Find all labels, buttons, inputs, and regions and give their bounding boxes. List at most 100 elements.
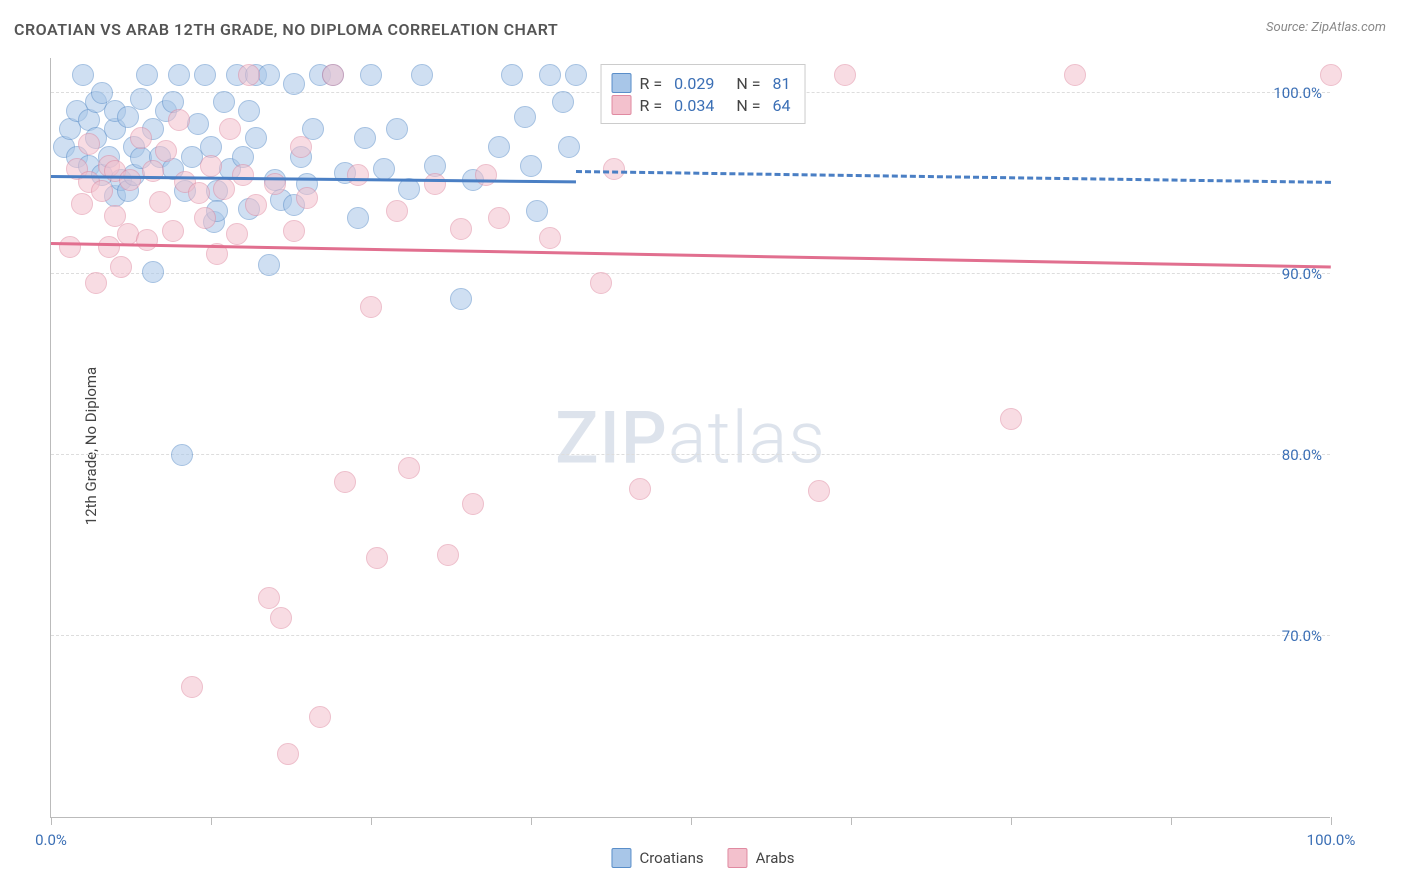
- data-point: [354, 127, 376, 149]
- legend-n-value: 81: [772, 74, 790, 93]
- data-point: [78, 133, 100, 155]
- data-point: [558, 136, 580, 158]
- data-point: [488, 207, 510, 229]
- data-point: [360, 64, 382, 86]
- data-point: [245, 194, 267, 216]
- data-point: [117, 106, 139, 128]
- plot-area: ZIPatlas 70.0%80.0%90.0%100.0%0.0%100.0%: [50, 58, 1330, 818]
- data-point: [834, 64, 856, 86]
- data-point: [322, 64, 344, 86]
- data-point: [501, 64, 523, 86]
- data-point: [488, 136, 510, 158]
- data-point: [373, 158, 395, 180]
- data-point: [119, 169, 141, 191]
- legend-r-value: 0.029: [674, 74, 714, 93]
- data-point: [277, 743, 299, 765]
- data-point: [238, 64, 260, 86]
- data-point: [386, 200, 408, 222]
- gridline: [51, 273, 1330, 274]
- data-point: [270, 607, 292, 629]
- data-point: [171, 444, 193, 466]
- watermark-bold: ZIP: [555, 395, 668, 480]
- data-point: [1320, 64, 1342, 86]
- data-point: [366, 547, 388, 569]
- x-tick: [691, 817, 692, 825]
- legend-label: Arabs: [756, 849, 795, 867]
- data-point: [283, 73, 305, 95]
- gridline: [51, 635, 1330, 636]
- data-point: [136, 229, 158, 251]
- trend-line: [51, 242, 1331, 269]
- data-point: [194, 207, 216, 229]
- data-point: [514, 106, 536, 128]
- data-point: [603, 158, 625, 180]
- data-point: [539, 227, 561, 249]
- legend-r-value: 0.034: [674, 96, 714, 115]
- x-tick: [1011, 817, 1012, 825]
- swatch-croatians-icon: [612, 73, 632, 93]
- watermark: ZIPatlas: [555, 395, 826, 480]
- data-point: [258, 64, 280, 86]
- data-point: [136, 64, 158, 86]
- y-tick-label: 100.0%: [1273, 84, 1322, 102]
- data-point: [85, 272, 107, 294]
- data-point: [188, 182, 210, 204]
- x-tick: [211, 817, 212, 825]
- data-point: [347, 207, 369, 229]
- data-point: [309, 706, 331, 728]
- data-point: [629, 478, 651, 500]
- data-point: [283, 220, 305, 242]
- watermark-light: atlas: [668, 395, 826, 480]
- data-point: [296, 187, 318, 209]
- legend-n-value: 64: [772, 96, 790, 115]
- swatch-croatians-icon: [611, 848, 631, 868]
- legend-row-arabs: R = 0.034 N = 64: [612, 95, 791, 115]
- data-point: [450, 288, 472, 310]
- data-point: [1000, 408, 1022, 430]
- data-point: [1064, 64, 1086, 86]
- x-tick: [371, 817, 372, 825]
- correlation-legend: R = 0.029 N = 81 R = 0.034 N = 64: [601, 64, 806, 124]
- data-point: [411, 64, 433, 86]
- data-point: [360, 296, 382, 318]
- data-point: [258, 254, 280, 276]
- data-point: [539, 64, 561, 86]
- x-tick-label: 0.0%: [35, 831, 67, 849]
- swatch-arabs-icon: [728, 848, 748, 868]
- legend-item-croatians: Croatians: [611, 848, 703, 868]
- data-point: [290, 136, 312, 158]
- source-label: Source: ZipAtlas.com: [1266, 20, 1386, 35]
- data-point: [808, 480, 830, 502]
- series-legend: Croatians Arabs: [611, 848, 794, 868]
- legend-n-label: N =: [736, 74, 760, 93]
- data-point: [59, 236, 81, 258]
- data-point: [347, 164, 369, 186]
- data-point: [552, 91, 574, 113]
- legend-label: Croatians: [639, 849, 703, 867]
- chart-title: CROATIAN VS ARAB 12TH GRADE, NO DIPLOMA …: [14, 20, 558, 39]
- data-point: [462, 493, 484, 515]
- data-point: [98, 236, 120, 258]
- y-tick-label: 80.0%: [1282, 446, 1322, 464]
- data-point: [238, 100, 260, 122]
- data-point: [565, 64, 587, 86]
- data-point: [334, 471, 356, 493]
- data-point: [72, 64, 94, 86]
- data-point: [142, 261, 164, 283]
- data-point: [232, 164, 254, 186]
- data-point: [590, 272, 612, 294]
- x-tick-label: 100.0%: [1307, 831, 1356, 849]
- legend-r-label: R =: [640, 96, 663, 115]
- data-point: [520, 155, 542, 177]
- data-point: [226, 223, 248, 245]
- legend-r-label: R =: [640, 74, 663, 93]
- data-point: [162, 220, 184, 242]
- data-point: [187, 113, 209, 135]
- data-point: [258, 587, 280, 609]
- data-point: [110, 256, 132, 278]
- data-point: [91, 180, 113, 202]
- data-point: [450, 218, 472, 240]
- data-point: [264, 173, 286, 195]
- y-tick-label: 70.0%: [1282, 627, 1322, 645]
- data-point: [526, 200, 548, 222]
